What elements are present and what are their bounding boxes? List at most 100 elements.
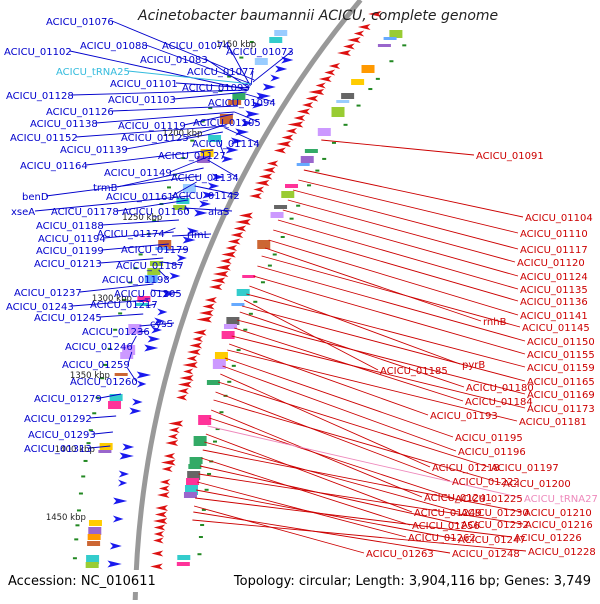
reverse-strand-gene: [353, 30, 365, 37]
feature-tick: [128, 281, 133, 284]
forward-strand-gene: [245, 110, 260, 118]
forward-strand-gene: [225, 146, 239, 154]
feature-tick: [239, 56, 244, 59]
forward-strand-gene: [129, 407, 142, 415]
reverse-strand-gene: [176, 394, 188, 401]
forward-strand-gene: [202, 191, 217, 199]
feature-block: [331, 107, 345, 117]
reverse-strand-gene: [227, 238, 241, 245]
left-gene-label: ACICU_01125: [121, 133, 189, 144]
leader-line: [201, 457, 411, 526]
right-gene-label: ACICU_01145: [522, 323, 590, 334]
forward-strand-gene: [262, 83, 276, 91]
feature-block: [304, 149, 318, 153]
reverse-strand-gene: [273, 147, 286, 154]
left-gene-label: ACICU_01164: [20, 161, 88, 172]
left-gene-label: ACICU_01198: [102, 275, 170, 286]
left-gene-label: ACICU_01237: [14, 288, 82, 299]
leader-line: [116, 199, 189, 212]
reverse-strand-gene: [318, 76, 332, 82]
leader-line: [209, 417, 454, 499]
forward-strand-gene: [113, 497, 128, 505]
forward-strand-gene: [176, 254, 187, 262]
right-gene-label: ACICU_01228: [528, 547, 596, 558]
right-gene-label: ACICU_01173: [527, 404, 595, 415]
reverse-strand-gene: [208, 284, 223, 290]
right-gene-label: ACICU_01200: [503, 479, 571, 490]
left-gene-label: ACICU_01138: [30, 119, 98, 130]
reverse-strand-gene: [254, 180, 270, 186]
right-gene-label: ACICU_01193: [430, 411, 498, 422]
feature-tick: [389, 60, 394, 63]
reverse-strand-gene: [168, 427, 180, 433]
feature-block: [208, 135, 222, 142]
feature-tick: [138, 253, 143, 256]
forward-strand-gene: [136, 380, 147, 388]
leader-line: [202, 449, 523, 513]
leader-line: [234, 111, 260, 123]
forward-strand-gene: [118, 470, 130, 478]
reverse-strand-gene: [157, 492, 170, 498]
scale-label: 1350 kbp: [70, 371, 110, 381]
right-gene-label: ACICU_01195: [455, 433, 523, 444]
reverse-strand-gene: [154, 511, 167, 518]
feature-block: [341, 93, 355, 99]
left-gene-label: ACICU_01128: [6, 91, 74, 102]
reverse-strand-gene: [204, 297, 217, 303]
feature-block: [254, 58, 268, 65]
reverse-strand-gene: [161, 466, 173, 472]
feature-block: [88, 527, 102, 535]
feature-tick: [95, 396, 100, 399]
right-gene-label: ACICU_01226: [514, 533, 582, 544]
feature-tick: [307, 184, 312, 187]
backbone-ring: [132, 0, 363, 601]
forward-strand-gene: [112, 515, 124, 523]
leader-line: [298, 179, 519, 234]
left-gene-label: ACICU_01174: [97, 229, 165, 240]
reverse-strand-gene: [183, 368, 194, 375]
feature-block: [219, 114, 233, 124]
reverse-strand-gene: [337, 50, 351, 56]
feature-block: [120, 352, 134, 359]
reverse-strand-gene: [276, 141, 291, 147]
reverse-strand-gene: [343, 43, 355, 50]
feature-tick: [249, 40, 254, 43]
footer-bar: [0, 570, 600, 592]
left-gene-label: ACICU_01199: [36, 246, 104, 257]
leader-line: [193, 505, 365, 554]
forward-strand-gene: [144, 344, 159, 352]
reverse-strand-gene: [221, 251, 236, 258]
reverse-strand-gene: [220, 258, 232, 264]
feature-tick: [92, 412, 97, 415]
feature-tick: [322, 157, 327, 160]
right-gene-label: ACICU_01180: [466, 383, 534, 394]
reverse-strand-gene: [153, 531, 165, 537]
left-gene-label: ACICU_01073: [226, 47, 294, 58]
leader-line: [236, 319, 526, 395]
feature-tick: [231, 364, 236, 367]
feature-block: [198, 415, 212, 425]
feature-block: [226, 317, 240, 325]
left-gene-label: ACICU_01101: [110, 79, 178, 90]
feature-block: [231, 303, 245, 306]
reverse-strand-gene: [179, 375, 194, 381]
leader-line: [89, 415, 117, 419]
left-gene-label: xseA: [11, 207, 35, 218]
feature-tick: [272, 253, 277, 256]
left-gene-label: ACICU_01105: [193, 118, 261, 129]
left-gene-label: ACICU_01126: [46, 107, 114, 118]
left-gene-label: cysS: [150, 319, 173, 330]
forward-strand-gene: [275, 65, 288, 73]
reverse-strand-gene: [153, 518, 168, 524]
feature-tick: [331, 141, 336, 144]
feature-block: [122, 345, 136, 355]
feature-block: [206, 380, 220, 385]
right-gene-label: ACICU_01135: [520, 285, 588, 296]
leader-line: [213, 399, 502, 484]
forward-strand-gene: [194, 209, 208, 217]
feature-block: [228, 100, 242, 105]
feature-block: [223, 324, 237, 329]
feature-block: [212, 359, 226, 369]
feature-block: [270, 212, 284, 218]
